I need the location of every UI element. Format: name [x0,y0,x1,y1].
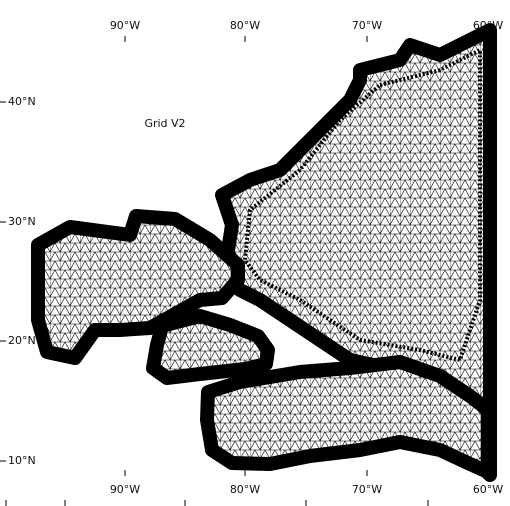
left-lat-label: 40°N [8,95,36,108]
mesh-regions [38,30,490,475]
top-lon-label: 60°W [473,19,503,32]
grid-title: Grid V2 [144,117,185,130]
left-lat-label: 10°N [8,454,36,467]
left-lat-label: 30°N [8,215,36,228]
island-mesh [153,316,268,378]
bottom-lon-label: 80°W [230,483,260,496]
top-lon-label: 80°W [230,19,260,32]
caribbean-mesh [207,362,488,472]
bottom-lon-label: 70°W [352,483,382,496]
top-lon-label: 70°W [352,19,382,32]
bottom-lon-label: 90°W [110,483,140,496]
map-figure: Grid V2 90°W 80°W 70°W 60°W 90°W 80°W 70… [0,0,510,506]
top-lon-label: 90°W [110,19,140,32]
bottom-lon-label: 60°W [473,483,503,496]
left-lat-label: 20°N [8,334,36,347]
